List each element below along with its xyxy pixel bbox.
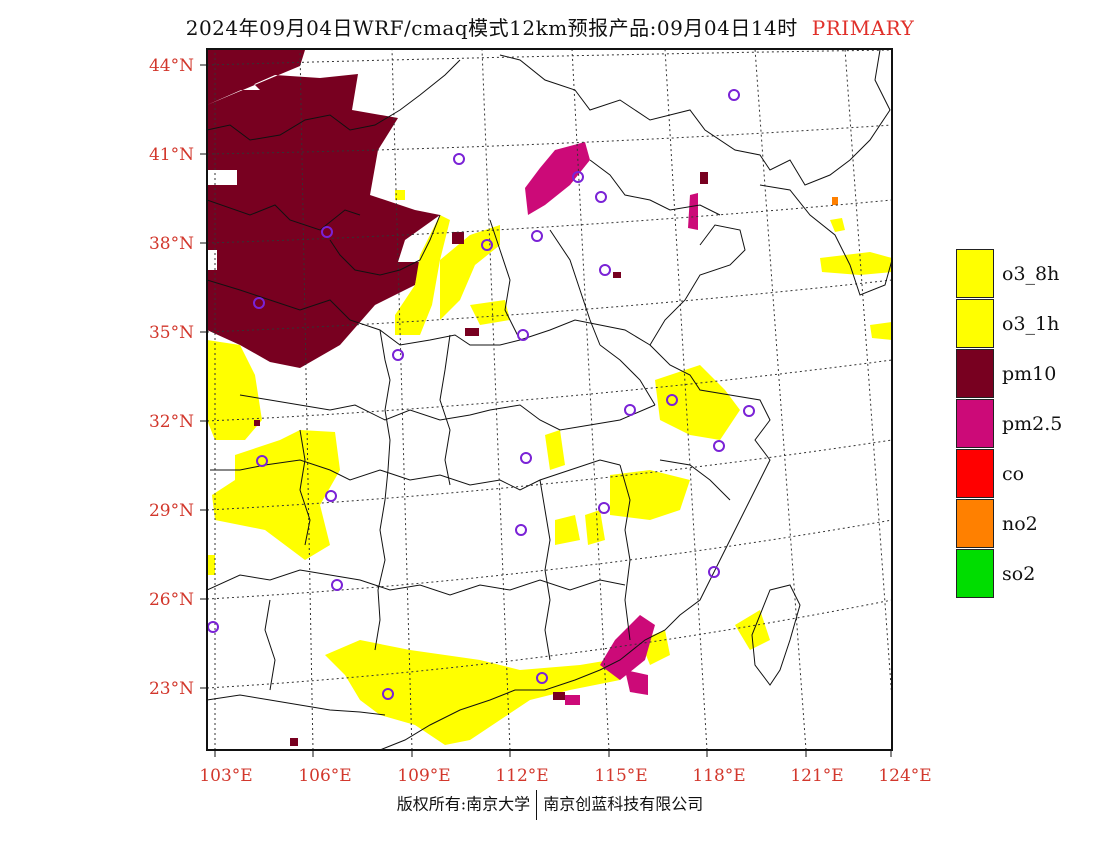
footer-separator — [536, 790, 538, 820]
map-frame — [206, 48, 893, 751]
legend-item-o3-1h: o3_1h — [956, 299, 1086, 349]
copyright-footer: 版权所有:南京大学 南京创蓝科技有限公司 — [0, 790, 1100, 820]
legend-item-o3-8h: o3_8h — [956, 249, 1086, 299]
legend-item-pm25: pm2.5 — [956, 399, 1086, 449]
lat-label-29: 29°N — [149, 501, 194, 521]
map-title: 2024年09月04日WRF/cmaq模式12km预报产品:09月04日14时 P… — [0, 12, 1100, 41]
legend-label-co: co — [1002, 463, 1025, 485]
legend-swatch-pm25 — [956, 399, 994, 448]
axis-ticks — [200, 64, 892, 757]
legend-item-so2: so2 — [956, 549, 1086, 599]
legend-swatch-co — [956, 449, 994, 498]
city-markers — [207, 89, 755, 700]
graticule — [207, 49, 892, 750]
boundaries — [207, 49, 892, 750]
lat-label-41: 41°N — [149, 145, 194, 165]
ozone-regions — [207, 190, 892, 745]
map-canvas — [207, 49, 892, 750]
lat-label-26: 26°N — [149, 590, 194, 610]
footer-left: 版权所有:南京大学 — [396, 794, 531, 814]
title-tag: PRIMARY — [811, 16, 915, 40]
legend-label-o3-1h: o3_1h — [1002, 313, 1060, 335]
legend-label-pm25: pm2.5 — [1002, 413, 1063, 435]
legend-label-so2: so2 — [1002, 563, 1036, 585]
lat-labels: 44°N 41°N 38°N 35°N 32°N 29°N 26°N 23°N — [149, 56, 194, 699]
legend-swatch-pm10 — [956, 349, 994, 398]
legend-swatch-so2 — [956, 549, 994, 598]
pm10-region — [207, 50, 440, 368]
title-text: 2024年09月04日WRF/cmaq模式12km预报产品:09月04日14时 — [185, 16, 798, 40]
lon-label-115: 115°E — [594, 766, 647, 786]
legend-item-co: co — [956, 449, 1086, 499]
lon-labels: 103°E 106°E 109°E 112°E 115°E 118°E 121°… — [199, 766, 931, 786]
pm25-regions — [525, 142, 698, 705]
lon-label-124: 124°E — [878, 766, 931, 786]
no2-speck — [832, 197, 838, 205]
lat-label-35: 35°N — [149, 323, 194, 343]
footer-right: 南京创蓝科技有限公司 — [543, 794, 704, 814]
lat-label-23: 23°N — [149, 679, 194, 699]
legend-label-o3-8h: o3_8h — [1002, 263, 1060, 285]
lon-label-112: 112°E — [495, 766, 548, 786]
legend-swatch-o3-1h — [956, 299, 994, 348]
pm10-specks — [254, 172, 708, 746]
lon-label-118: 118°E — [692, 766, 745, 786]
lon-label-103: 103°E — [199, 766, 252, 786]
lat-label-38: 38°N — [149, 234, 194, 254]
lon-label-109: 109°E — [397, 766, 450, 786]
legend-item-no2: no2 — [956, 499, 1086, 549]
lon-label-106: 106°E — [298, 766, 351, 786]
lat-label-44: 44°N — [149, 56, 194, 76]
legend-swatch-no2 — [956, 499, 994, 548]
lon-label-121: 121°E — [790, 766, 843, 786]
legend: o3_8h o3_1h pm10 pm2.5 co no2 so2 — [956, 249, 1086, 599]
legend-label-no2: no2 — [1002, 513, 1038, 535]
lat-label-32: 32°N — [149, 412, 194, 432]
legend-label-pm10: pm10 — [1002, 363, 1057, 385]
legend-swatch-o3-8h — [956, 249, 994, 298]
legend-item-pm10: pm10 — [956, 349, 1086, 399]
